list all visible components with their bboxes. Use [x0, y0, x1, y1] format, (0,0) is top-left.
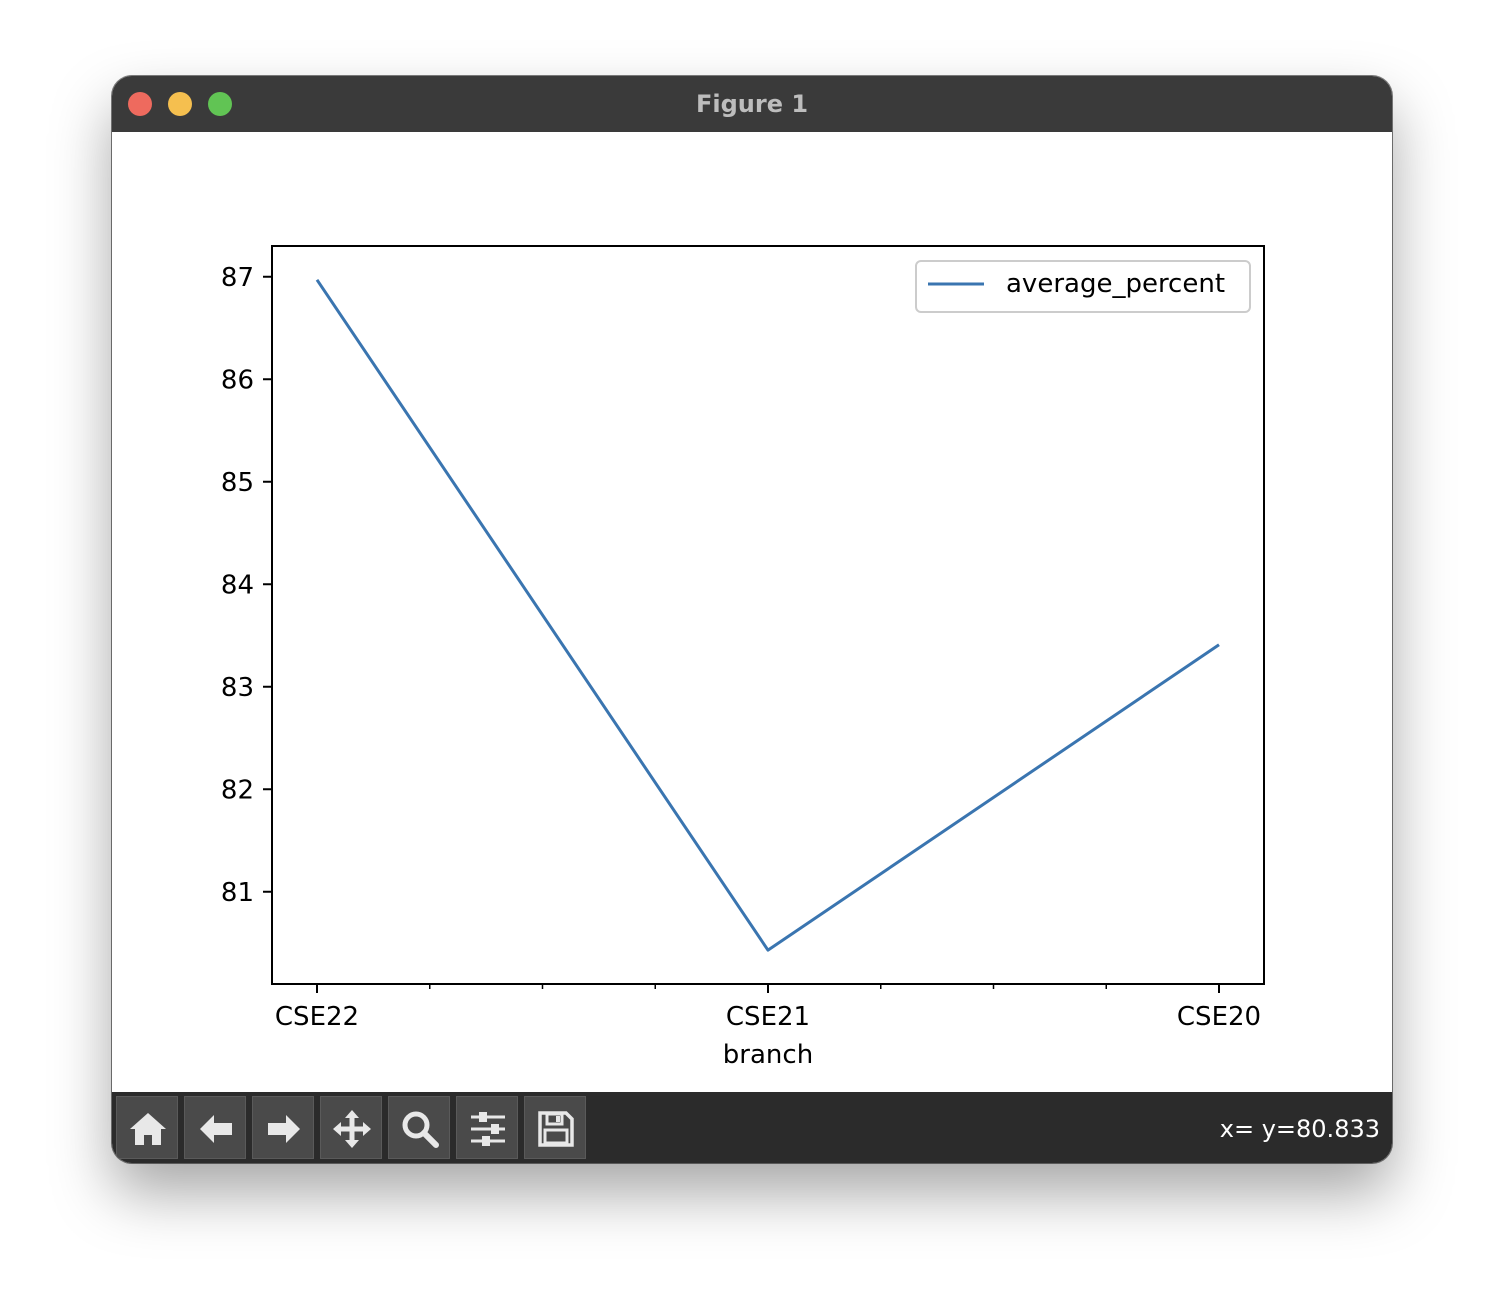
x-tick-label: CSE22: [275, 1002, 359, 1032]
line-chart: 81 82 83 84 85 86 87 CSE22 CSE21 CSE20 average_pe…: [221, 245, 1265, 1070]
figure-window: Figure 1 81 82 83 84 85 86 87 CSE22 CSE21 CSE20 a…: [112, 76, 1392, 1163]
figure-canvas[interactable]: 81 82 83 84 85 86 87 CSE22 CSE21 CSE20 average_pe…: [112, 132, 1392, 1092]
home-icon: [130, 1113, 166, 1145]
pan-button[interactable]: [320, 1096, 382, 1159]
y-tick-label: 82: [221, 775, 254, 805]
home-button[interactable]: [116, 1096, 178, 1159]
minimize-window-button[interactable]: [168, 92, 192, 116]
back-button[interactable]: [184, 1096, 246, 1159]
window-title: Figure 1: [695, 90, 809, 118]
close-window-button[interactable]: [128, 92, 152, 116]
title-bar: Figure 1: [112, 76, 1392, 133]
navigation-toolbar: x= y=80.833: [112, 1092, 1392, 1163]
y-tick-label: 85: [221, 468, 254, 498]
move-icon: [333, 1110, 371, 1148]
legend: average_percent: [915, 260, 1251, 313]
cursor-coordinates: x= y=80.833: [1219, 1115, 1380, 1143]
y-tick-label: 84: [221, 570, 254, 600]
sliders-icon: [471, 1112, 505, 1146]
y-tick-label: 86: [221, 365, 254, 395]
y-tick-label: 83: [221, 673, 254, 703]
save-button[interactable]: [524, 1096, 586, 1159]
y-tick-label: 87: [221, 263, 254, 293]
zoom-button[interactable]: [388, 1096, 450, 1159]
x-axis-label: branch: [723, 1040, 813, 1070]
series-line-average_percent: [315, 278, 1220, 952]
magnifier-icon: [402, 1111, 439, 1148]
x-tick-label: CSE21: [726, 1002, 810, 1032]
arrow-left-icon: [200, 1115, 232, 1143]
floppy-disk-icon: [538, 1111, 574, 1147]
x-tick-label: CSE20: [1177, 1002, 1261, 1032]
forward-button[interactable]: [252, 1096, 314, 1159]
arrow-right-icon: [268, 1115, 300, 1143]
legend-label: average_percent: [1006, 269, 1225, 299]
plot-frame: [271, 245, 1265, 985]
y-tick-label: 81: [221, 878, 254, 908]
configure-subplots-button[interactable]: [456, 1096, 518, 1159]
zoom-window-button[interactable]: [208, 92, 232, 116]
legend-box: [915, 260, 1251, 313]
